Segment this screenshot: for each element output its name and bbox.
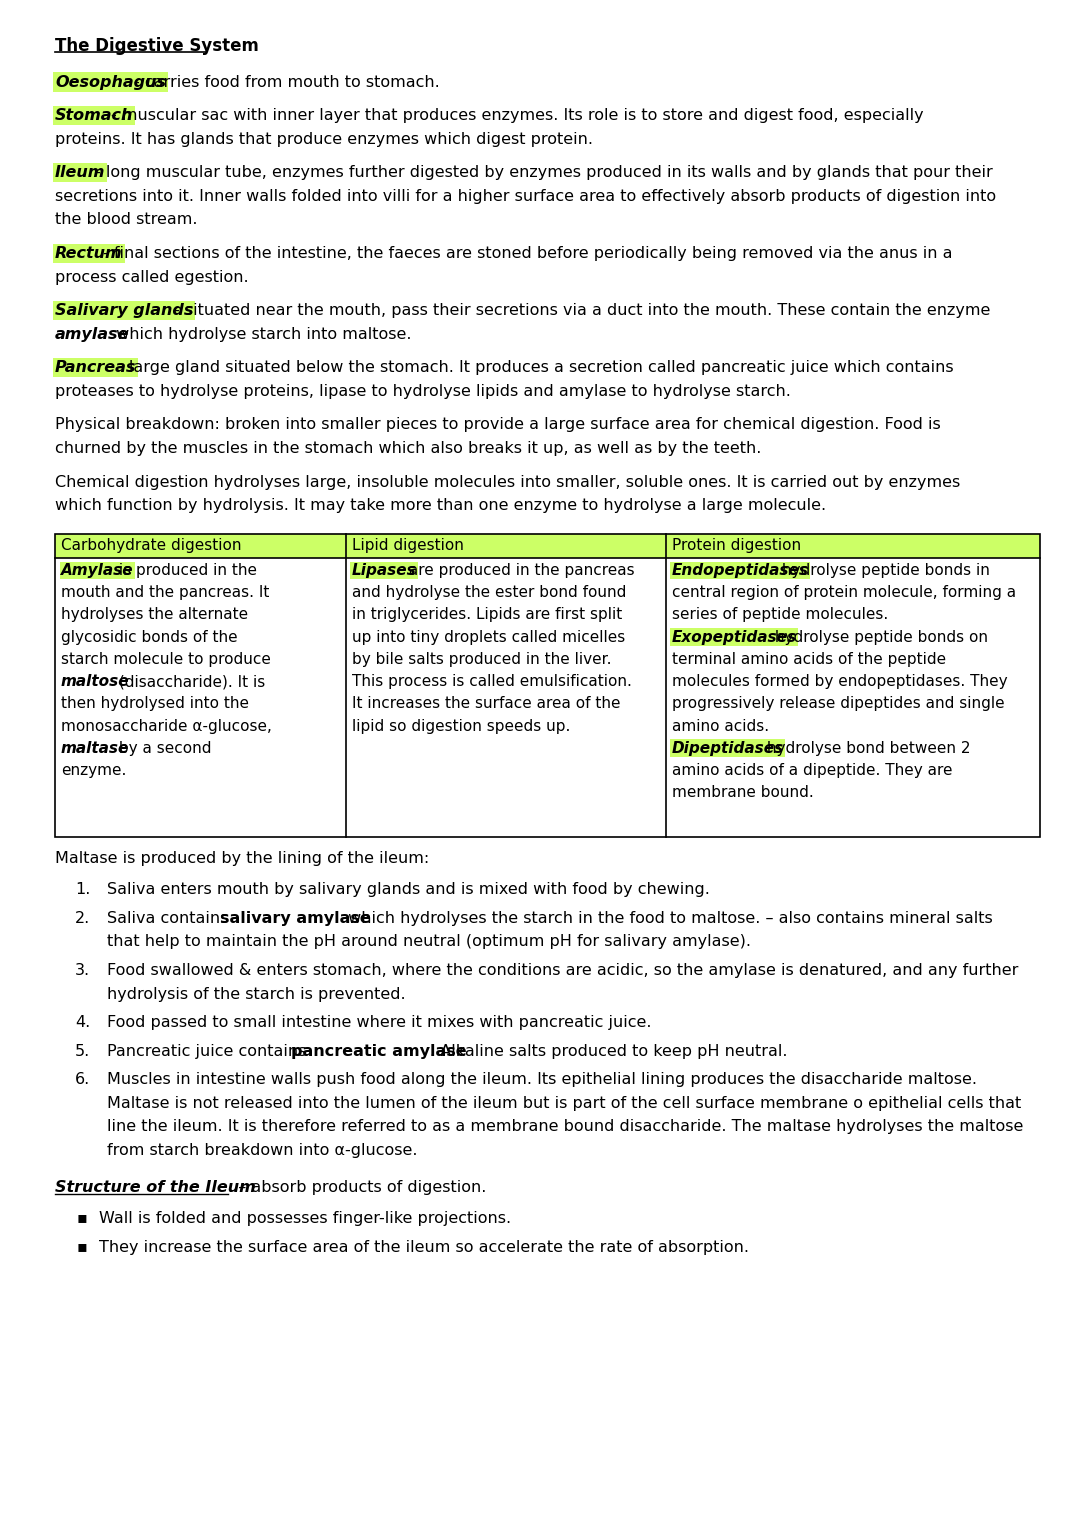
Text: proteases to hydrolyse proteins, lipase to hydrolyse lipids and amylase to hydro: proteases to hydrolyse proteins, lipase … [55,383,791,399]
Text: maltose: maltose [60,673,130,689]
Text: salivary amylase: salivary amylase [220,910,370,925]
Text: then hydrolysed into the: then hydrolysed into the [60,696,249,712]
Text: ▪: ▪ [77,1238,87,1254]
Text: Pancreas: Pancreas [55,360,136,376]
Text: - muscular sac with inner layer that produces enzymes. Its role is to store and : - muscular sac with inner layer that pro… [110,108,923,124]
Text: Rectum: Rectum [55,246,123,261]
Text: ▪: ▪ [77,1209,87,1225]
Text: Lipid digestion: Lipid digestion [352,538,463,553]
Text: process called egestion.: process called egestion. [55,270,248,284]
Text: by bile salts produced in the liver.: by bile salts produced in the liver. [352,652,611,667]
Text: Protein digestion: Protein digestion [672,538,801,553]
Text: hydrolyses the alternate: hydrolyses the alternate [60,608,248,623]
Text: which function by hydrolysis. It may take more than one enzyme to hydrolyse a la: which function by hydrolysis. It may tak… [55,498,826,513]
Text: - large gland situated below the stomach. It produces a secretion called pancrea: - large gland situated below the stomach… [119,360,954,376]
Text: . – absorb products of digestion.: . – absorb products of digestion. [228,1179,487,1194]
Text: Oesophagus: Oesophagus [55,75,166,90]
Text: Muscles in intestine walls push food along the ileum. Its epithelial lining prod: Muscles in intestine walls push food alo… [107,1072,977,1087]
Text: up into tiny droplets called micelles: up into tiny droplets called micelles [352,629,625,644]
Text: Maltase is not released into the lumen of the ileum but is part of the cell surf: Maltase is not released into the lumen o… [107,1096,1022,1110]
Text: Ileum: Ileum [55,165,106,180]
Text: 5.: 5. [75,1043,91,1058]
Text: - situated near the mouth, pass their secretions via a duct into the mouth. Thes: - situated near the mouth, pass their se… [174,304,990,318]
Text: membrane bound.: membrane bound. [672,785,813,800]
Text: Food passed to small intestine where it mixes with pancreatic juice.: Food passed to small intestine where it … [107,1015,651,1031]
Text: hydrolysis of the starch is prevented.: hydrolysis of the starch is prevented. [107,986,406,1002]
Text: from starch breakdown into α-glucose.: from starch breakdown into α-glucose. [107,1144,418,1157]
Text: They increase the surface area of the ileum so accelerate the rate of absorption: They increase the surface area of the il… [99,1240,750,1255]
Text: line the ileum. It is therefore referred to as a membrane bound disaccharide. Th: line the ileum. It is therefore referred… [107,1119,1024,1135]
Text: Structure of the Ileum: Structure of the Ileum [55,1179,256,1194]
Text: (disaccharide). It is: (disaccharide). It is [113,673,265,689]
Text: Exopeptidases: Exopeptidases [672,629,797,644]
Text: starch molecule to produce: starch molecule to produce [60,652,271,667]
Bar [55,534,1040,837]
Text: proteins. It has glands that produce enzymes which digest protein.: proteins. It has glands that produce enz… [55,131,593,147]
Text: Endopeptidases: Endopeptidases [672,563,809,579]
Text: . Alkaline salts produced to keep pH neutral.: . Alkaline salts produced to keep pH neu… [430,1043,787,1058]
Bar [55,534,1040,557]
Text: pancreatic amylase: pancreatic amylase [291,1043,467,1058]
Text: Carbohydrate digestion: Carbohydrate digestion [60,538,242,553]
Text: Physical breakdown: broken into smaller pieces to provide a large surface area f: Physical breakdown: broken into smaller … [55,417,941,432]
Text: 2.: 2. [75,910,91,925]
Text: which hydrolyses the starch in the food to maltose. – also contains mineral salt: which hydrolyses the starch in the food … [343,910,994,925]
Text: Chemical digestion hydrolyses large, insoluble molecules into smaller, soluble o: Chemical digestion hydrolyses large, ins… [55,475,960,490]
Text: glycosidic bonds of the: glycosidic bonds of the [60,629,238,644]
Text: are produced in the pancreas: are produced in the pancreas [404,563,635,579]
Text: molecules formed by endopeptidases. They: molecules formed by endopeptidases. They [672,673,1008,689]
Text: The Digestive System: The Digestive System [55,37,259,55]
Text: hydrolyse peptide bonds in: hydrolyse peptide bonds in [778,563,990,579]
Text: 6.: 6. [75,1072,91,1087]
Text: hydrolyse bond between 2: hydrolyse bond between 2 [762,741,971,756]
Text: Lipases: Lipases [352,563,416,579]
Text: central region of protein molecule, forming a: central region of protein molecule, form… [672,585,1016,600]
Text: This process is called emulsification.: This process is called emulsification. [352,673,632,689]
Text: mouth and the pancreas. It: mouth and the pancreas. It [60,585,269,600]
Text: It increases the surface area of the: It increases the surface area of the [352,696,620,712]
Text: that help to maintain the pH around neutral (optimum pH for salivary amylase).: that help to maintain the pH around neut… [107,935,751,950]
Text: amino acids of a dipeptide. They are: amino acids of a dipeptide. They are [672,764,953,777]
Text: series of peptide molecules.: series of peptide molecules. [672,608,888,623]
Text: the blood stream.: the blood stream. [55,212,198,228]
Text: is produced in the: is produced in the [113,563,257,579]
Text: churned by the muscles in the stomach which also breaks it up, as well as by the: churned by the muscles in the stomach wh… [55,441,761,457]
Text: - long muscular tube, enzymes further digested by enzymes produced in its walls : - long muscular tube, enzymes further di… [95,165,993,180]
Text: Amylase: Amylase [60,563,134,579]
Text: 1.: 1. [75,883,91,898]
Text: - final sections of the intestine, the faeces are stoned before periodically bei: - final sections of the intestine, the f… [103,246,953,261]
Text: hydrolyse peptide bonds on: hydrolyse peptide bonds on [770,629,987,644]
Text: amylase: amylase [55,327,130,342]
Text: monosaccharide α-glucose,: monosaccharide α-glucose, [60,719,272,733]
Text: Stomach: Stomach [55,108,133,124]
Text: Food swallowed & enters stomach, where the conditions are acidic, so the amylase: Food swallowed & enters stomach, where t… [107,964,1018,977]
Text: enzyme.: enzyme. [60,764,126,777]
Text: Dipeptidases: Dipeptidases [672,741,784,756]
Text: 4.: 4. [75,1015,91,1031]
Text: terminal amino acids of the peptide: terminal amino acids of the peptide [672,652,946,667]
Text: by a second: by a second [113,741,212,756]
Text: Wall is folded and possesses finger-like projections.: Wall is folded and possesses finger-like… [99,1211,511,1226]
Text: progressively release dipeptides and single: progressively release dipeptides and sin… [672,696,1004,712]
Text: in triglycerides. Lipids are first split: in triglycerides. Lipids are first split [352,608,622,623]
Text: Maltase is produced by the lining of the ileum:: Maltase is produced by the lining of the… [55,851,429,866]
Text: secretions into it. Inner walls folded into villi for a higher surface area to e: secretions into it. Inner walls folded i… [55,189,996,205]
Text: Pancreatic juice contains: Pancreatic juice contains [107,1043,311,1058]
Text: 3.: 3. [75,964,90,977]
Text: which hydrolyse starch into maltose.: which hydrolyse starch into maltose. [110,327,411,342]
Text: Salivary glands: Salivary glands [55,304,193,318]
Text: amino acids.: amino acids. [672,719,769,733]
Text: and hydrolyse the ester bond found: and hydrolyse the ester bond found [352,585,626,600]
Text: - carries food from mouth to stomach.: - carries food from mouth to stomach. [134,75,441,90]
Text: Saliva contains: Saliva contains [107,910,233,925]
Text: Saliva enters mouth by salivary glands and is mixed with food by chewing.: Saliva enters mouth by salivary glands a… [107,883,710,898]
Text: maltase: maltase [60,741,130,756]
Text: lipid so digestion speeds up.: lipid so digestion speeds up. [352,719,570,733]
